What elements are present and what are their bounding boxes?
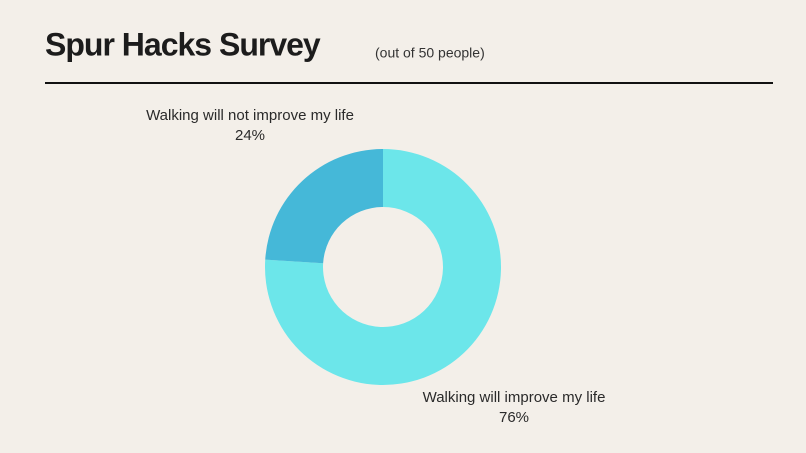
slice-label: Walking will improve my life: [423, 389, 606, 406]
slice-label: Walking will not improve my life: [146, 107, 354, 124]
chart-subtitle: (out of 50 people): [375, 45, 485, 61]
chart-title: Spur Hacks Survey: [45, 26, 321, 62]
slice-value-label: 76%: [499, 409, 529, 426]
pie-slice: [265, 149, 383, 264]
pie-slice: [265, 149, 501, 385]
slice-value-label: 24%: [235, 127, 265, 144]
